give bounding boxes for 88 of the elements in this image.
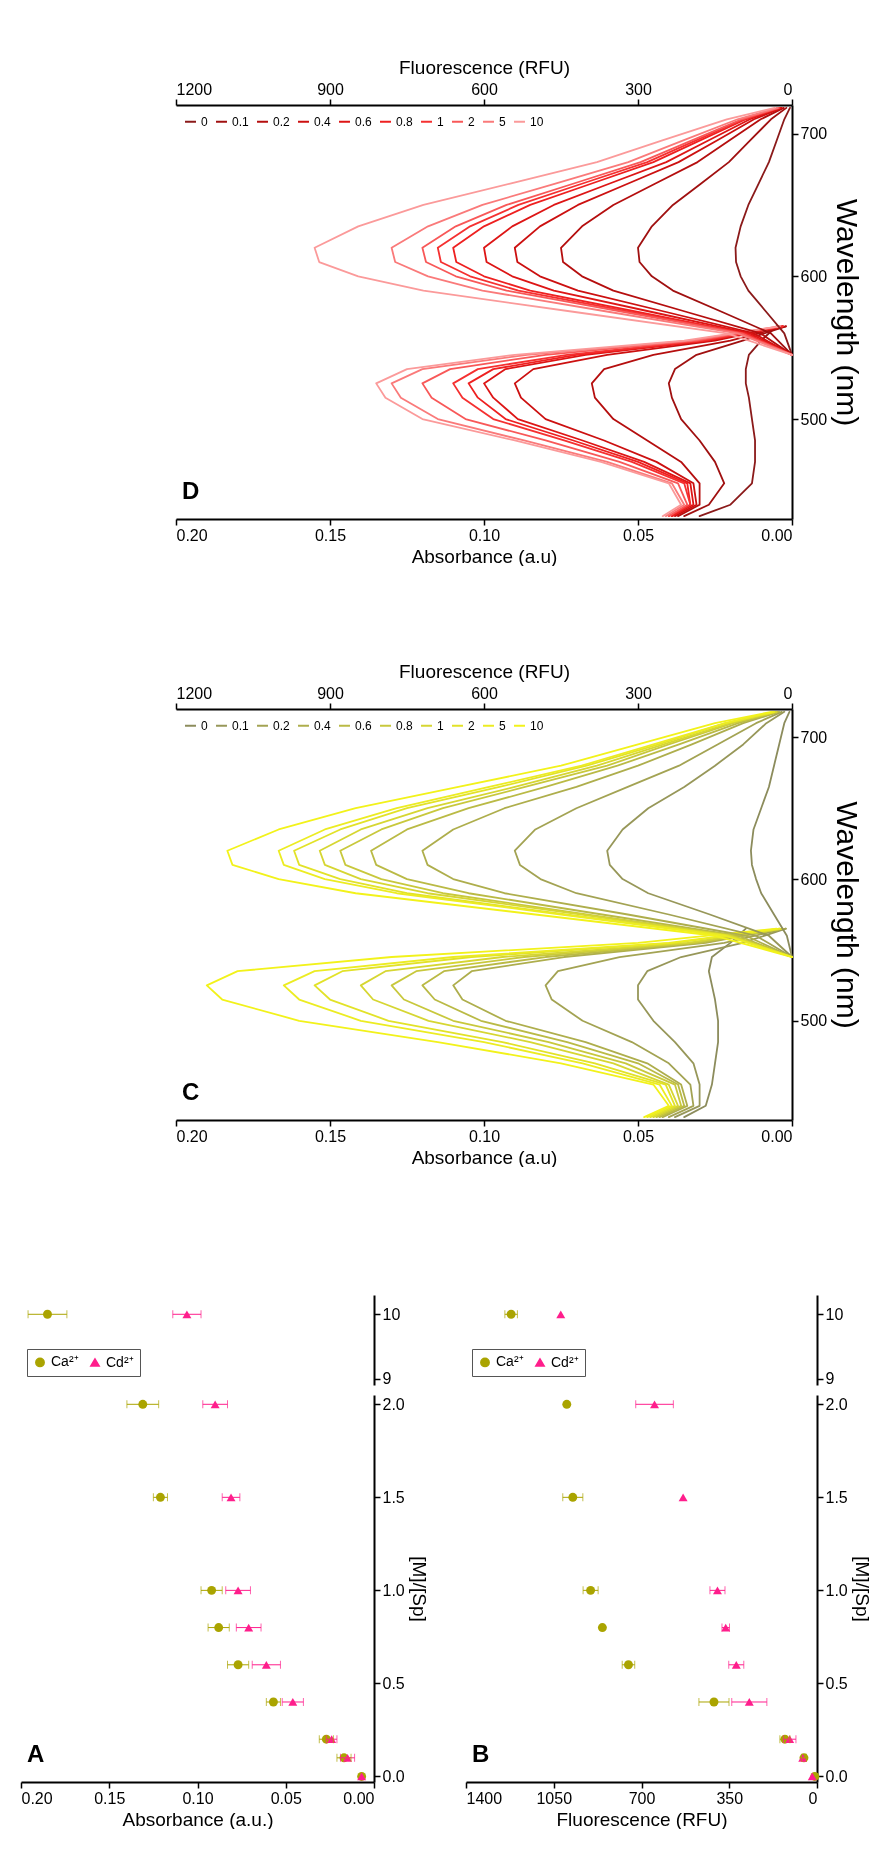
- x-tick-label: 0.10: [468, 1127, 501, 1145]
- y-axis-title: [M]/[Sp]: [851, 1556, 873, 1622]
- legend-label: 0.8: [396, 114, 414, 129]
- y-tick-label: 600: [800, 267, 828, 285]
- x2-tick-label: 300: [625, 80, 652, 98]
- x-tick-label: 0.15: [94, 1789, 126, 1807]
- legend-label: 10: [530, 114, 544, 129]
- x-axis-title: Absorbance (a.u): [411, 1146, 558, 1168]
- legend-label: Ca²⁺: [51, 1353, 79, 1370]
- x2-tick-label: 900: [317, 684, 344, 702]
- x-tick-label: 0.00: [761, 526, 793, 544]
- y-tick-label: 2.0: [382, 1395, 405, 1413]
- text: A: [27, 1740, 45, 1767]
- y-tick-label: 0.5: [825, 1674, 848, 1692]
- y-tick-label: 0.0: [825, 1767, 848, 1785]
- legend-label: 0: [201, 114, 208, 129]
- x2-tick-label: 0: [783, 80, 793, 98]
- legend-label: 0.2: [273, 114, 291, 129]
- x2-tick-label: 1200: [176, 80, 213, 98]
- y-tick-label: 600: [800, 870, 828, 888]
- legend-label: 0.2: [273, 718, 291, 733]
- y-tick-label: 700: [800, 125, 828, 143]
- x2-tick-label: 0: [783, 684, 793, 702]
- x2-axis-title: Fluorescence (RFU): [398, 56, 571, 78]
- x-axis-title: Absorbance (a.u): [411, 545, 558, 567]
- legend-label: 0.6: [355, 114, 373, 129]
- y-tick-label: 10: [382, 1305, 401, 1323]
- legend-label: 2: [468, 718, 475, 733]
- x-tick-label: 0.20: [176, 526, 208, 544]
- y-tick-label: 1.5: [825, 1488, 848, 1506]
- legend-label: 5: [499, 114, 506, 129]
- legend-label: Cd²⁺: [106, 1353, 134, 1370]
- x2-tick-label: 300: [625, 684, 652, 702]
- legend-label: 1: [437, 718, 444, 733]
- y-tick-label: 9: [825, 1370, 835, 1388]
- legend-label: 0.1: [232, 718, 250, 733]
- legend-label: 5: [499, 718, 506, 733]
- legend-label: 0.4: [314, 114, 332, 129]
- y-tick-label: 0.0: [382, 1767, 405, 1785]
- x2-axis-title: Fluorescence (RFU): [398, 660, 571, 682]
- y-tick-label: 1.0: [825, 1581, 848, 1599]
- x-axis-title: Fluorescence (RFU): [556, 1808, 728, 1830]
- legend-label: 0.1: [232, 114, 250, 129]
- legend-label: 10: [530, 718, 544, 733]
- x-tick-label: 0.00: [761, 1127, 793, 1145]
- legend-label: 0.6: [355, 718, 373, 733]
- x2-tick-label: 600: [471, 684, 498, 702]
- y-tick-label: 9: [382, 1370, 392, 1388]
- x-tick-label: 700: [628, 1789, 656, 1807]
- text: C: [182, 1078, 200, 1105]
- y-axis-title: Wavelength (nm): [831, 801, 865, 1029]
- legend-label: Ca²⁺: [496, 1353, 524, 1370]
- y-tick-label: 0.5: [382, 1674, 405, 1692]
- x-tick-label: 0.15: [314, 1127, 347, 1145]
- x-tick-label: 0.15: [314, 526, 347, 544]
- legend-label: 2: [468, 114, 475, 129]
- x-tick-label: 0.20: [176, 1127, 208, 1145]
- text: D: [182, 477, 200, 504]
- legend-label: 0.4: [314, 718, 332, 733]
- x-tick-label: 0.00: [343, 1789, 375, 1807]
- text: B: [472, 1740, 490, 1767]
- y-axis-title: [M]/[Sp]: [408, 1556, 430, 1622]
- x2-tick-label: 1200: [176, 684, 213, 702]
- x-tick-label: 0.10: [182, 1789, 214, 1807]
- y-tick-label: 2.0: [825, 1395, 848, 1413]
- legend-label: Cd²⁺: [551, 1353, 579, 1370]
- legend-label: 0: [201, 718, 208, 733]
- x-axis-title: Absorbance (a.u.): [122, 1808, 274, 1830]
- x-tick-label: 0: [808, 1789, 818, 1807]
- y-tick-label: 1.0: [382, 1581, 405, 1599]
- y-tick-label: 10: [825, 1305, 844, 1323]
- x-tick-label: 0.05: [622, 1127, 655, 1145]
- x-tick-label: 350: [716, 1789, 744, 1807]
- x-tick-label: 0.20: [21, 1789, 53, 1807]
- y-tick-label: 500: [800, 1012, 828, 1030]
- y-tick-label: 1.5: [382, 1488, 405, 1506]
- x2-tick-label: 600: [471, 80, 498, 98]
- x-tick-label: 0.05: [622, 526, 655, 544]
- x2-tick-label: 900: [317, 80, 344, 98]
- y-tick-label: 700: [800, 728, 828, 746]
- legend-label: 0.8: [396, 718, 414, 733]
- x-tick-label: 1400: [466, 1789, 503, 1807]
- y-axis-title: Wavelength (nm): [831, 198, 865, 427]
- x-tick-label: 0.10: [468, 526, 501, 544]
- x-tick-label: 0.05: [270, 1789, 302, 1807]
- x-tick-label: 1050: [536, 1789, 573, 1807]
- y-tick-label: 500: [800, 410, 828, 428]
- legend-label: 1: [437, 114, 444, 129]
